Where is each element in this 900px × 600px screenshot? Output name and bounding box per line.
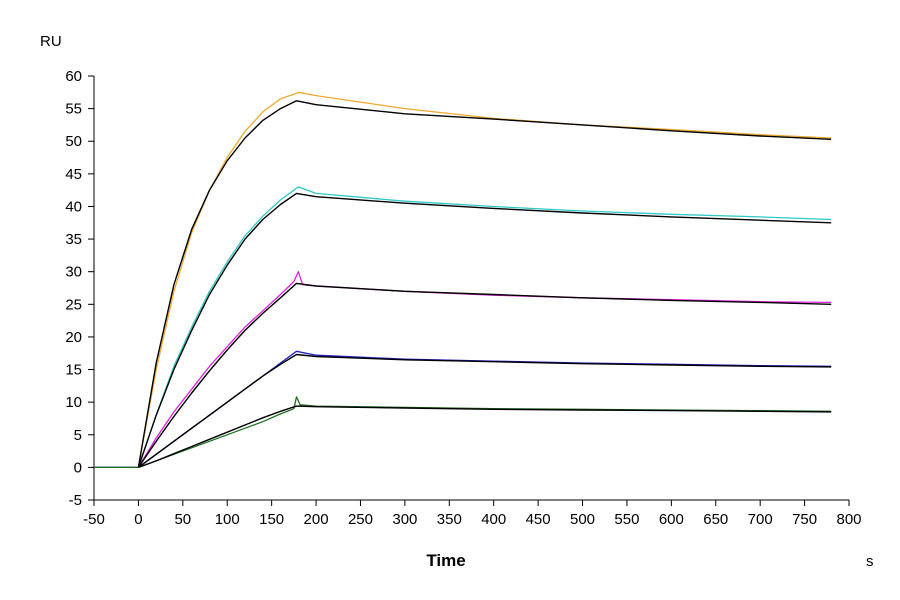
- x-tick-label: 800: [836, 511, 861, 528]
- x-tick-label: 500: [570, 511, 595, 528]
- x-tick-label: 0: [134, 511, 142, 528]
- y-tick-label: 45: [65, 166, 82, 183]
- y-tick-label: 50: [65, 133, 82, 150]
- series-line-9: [94, 396, 832, 469]
- x-tick-label: 250: [348, 511, 373, 528]
- x-axis-title: Time: [426, 551, 465, 570]
- y-tick-label: 30: [65, 264, 82, 281]
- y-tick-label: 25: [65, 296, 82, 313]
- x-tick-label: 700: [748, 511, 773, 528]
- x-tick-label: 350: [437, 511, 462, 528]
- x-axis-unit: s: [866, 553, 874, 570]
- x-tick-label: 750: [792, 511, 817, 528]
- x-tick-label: 150: [259, 511, 284, 528]
- series-line-6: [137, 282, 832, 468]
- y-axis-label: RU: [40, 33, 62, 50]
- y-tick-label: 15: [65, 362, 82, 379]
- y-tick-label: 55: [65, 101, 82, 118]
- x-tick-label: 200: [304, 511, 329, 528]
- x-tick-label: 550: [614, 511, 639, 528]
- series-line-4: [137, 192, 832, 468]
- series-line-8: [137, 353, 832, 468]
- x-tick-label: 100: [215, 511, 240, 528]
- x-tick-label: -50: [83, 511, 105, 528]
- x-tick-label: 650: [703, 511, 728, 528]
- y-tick-label: 0: [74, 459, 82, 476]
- series-layer: [94, 91, 832, 469]
- x-tick-label: 300: [392, 511, 417, 528]
- x-tick-label: 450: [526, 511, 551, 528]
- y-tick-label: 20: [65, 329, 82, 346]
- x-tick-label: 400: [481, 511, 506, 528]
- y-tick-label: 5: [74, 427, 82, 444]
- series-line-2: [137, 100, 832, 468]
- y-tick-label: 35: [65, 231, 82, 248]
- y-tick-label: 10: [65, 394, 82, 411]
- series-line-3: [94, 186, 832, 469]
- series-line-10: [138, 405, 832, 469]
- x-tick-label: 600: [659, 511, 684, 528]
- y-tick-label: -5: [69, 492, 82, 509]
- y-tick-label: 60: [65, 68, 82, 85]
- y-tick-label: 40: [65, 198, 82, 215]
- x-tick-label: 50: [174, 511, 191, 528]
